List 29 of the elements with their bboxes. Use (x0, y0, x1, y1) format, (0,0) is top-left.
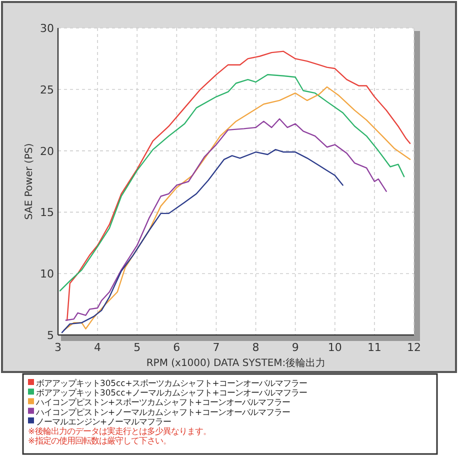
x-tick-label: 10 (328, 341, 342, 354)
line-series (66, 50, 411, 321)
x-tick-label: 11 (367, 341, 382, 354)
text: ※指定の使用回転数は厳守して下さい。 (28, 436, 172, 446)
y-axis-title: SAE Power (PS) (24, 143, 35, 220)
line-series (61, 148, 344, 334)
x-tick-label: 7 (212, 341, 220, 354)
line-series (59, 74, 405, 292)
y-tick-label: 30 (40, 22, 54, 35)
y-tick-label: 5 (47, 329, 54, 342)
x-tick-label: 6 (173, 341, 180, 354)
legend-label: ボアアップキット305cc+スポーツカムシャフト+コーンオーバルマフラー (36, 378, 308, 388)
legend-label: ハイコンプピストン+スポーツカムシャフト+コーンオーバルマフラー (35, 397, 290, 408)
text: ※後輪出力のデータは実走行とは多少異なります。 (28, 426, 212, 436)
x-tick-label: 8 (252, 341, 260, 354)
x-tick-label: 12 (407, 341, 421, 354)
x-tick-label: 3 (54, 341, 62, 354)
x-tick-label: 5 (134, 341, 141, 354)
line-series (65, 118, 387, 321)
legend-label: ノーマルエンジン+ノーマルマフラー (36, 416, 172, 426)
x-tick-label: 4 (94, 341, 102, 354)
y-tick-label: 15 (40, 206, 54, 220)
legend-label: ボアアップキット305cc+ノーマルカムシャフト+コーンオーバルマフラー (36, 388, 308, 398)
legend-label: ハイコンプピストン+ノーマルカムシャフト+コーンオーバルマフラー (35, 406, 290, 417)
x-tick-label: 9 (292, 341, 299, 354)
y-tick-label: 10 (40, 268, 54, 281)
x-axis-title: RPM (x1000) DATA SYSTEM:後輪出力 (146, 357, 326, 369)
y-tick-label: 25 (40, 83, 54, 96)
y-tick-label: 20 (40, 144, 54, 158)
